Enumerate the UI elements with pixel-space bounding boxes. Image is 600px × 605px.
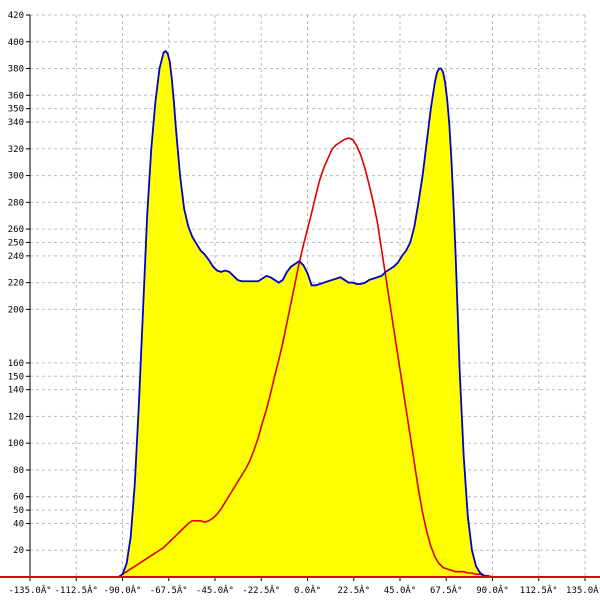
x-tick-labels: -135.0Â° -112.5Â° -90.0Â° -67.5Â° -45.0Â° -22… xyxy=(8,584,600,596)
y-tick-label: 150 xyxy=(8,372,24,382)
y-tick-label: 320 xyxy=(8,145,24,155)
y-tick-label: 140 xyxy=(8,386,24,396)
y-tick-label: 120 xyxy=(8,412,24,422)
x-tick-label: 135.0Â° xyxy=(566,584,600,596)
x-tick-label: 112.5Â° xyxy=(520,584,558,596)
x-tick-label: -67.5Â° xyxy=(150,584,188,596)
red-series-line xyxy=(117,137,497,578)
x-tick-label: -90.0Â° xyxy=(104,584,142,596)
x-tick-label: 22.5Â° xyxy=(337,584,370,596)
x-tick-label: 45.0Â° xyxy=(384,584,417,596)
y-tick-label: 250 xyxy=(8,238,24,248)
x-tick-label: 0.0Â° xyxy=(294,584,321,596)
y-tick-label: 420 xyxy=(8,11,24,21)
axes xyxy=(0,14,600,581)
y-tick-label: 200 xyxy=(8,305,24,315)
series-lines-layer xyxy=(117,49,497,578)
fill-area-layer xyxy=(118,51,497,577)
y-tick-label: 400 xyxy=(8,38,24,48)
x-tick-label: 67.5Â° xyxy=(430,584,463,596)
y-tick-label: 360 xyxy=(8,91,24,101)
y-tick-label: 20 xyxy=(13,546,24,556)
y-tick-label: 240 xyxy=(8,252,24,262)
y-tick-label: 80 xyxy=(13,466,24,476)
y-tick-label: 220 xyxy=(8,279,24,289)
y-tick-label: 60 xyxy=(13,493,24,503)
y-tick-label: 280 xyxy=(8,198,24,208)
blue-series-line xyxy=(117,49,497,578)
y-tick-labels: 20 40 50 60 80 100 120 140 150 160 200 220 240 250 260… xyxy=(8,11,24,556)
y-tick-label: 380 xyxy=(8,65,24,75)
x-tick-label: 90.0Â° xyxy=(476,584,509,596)
y-tick-label: 100 xyxy=(8,439,24,449)
x-tick-label: -45.0Â° xyxy=(196,584,234,596)
y-tick-label: 340 xyxy=(8,118,24,128)
x-tick-label: -112.5Â° xyxy=(55,584,98,596)
y-tick-label: 40 xyxy=(13,519,24,529)
x-tick-label: -135.0Â° xyxy=(8,584,51,596)
y-tick-label: 350 xyxy=(8,105,24,115)
filled-area xyxy=(118,51,497,577)
y-tick-label: 300 xyxy=(8,172,24,182)
y-tick-label: 260 xyxy=(8,225,24,235)
y-tick-label: 50 xyxy=(13,506,24,516)
y-tick-label: 160 xyxy=(8,359,24,369)
x-tick-label: -22.5Â° xyxy=(242,584,280,596)
